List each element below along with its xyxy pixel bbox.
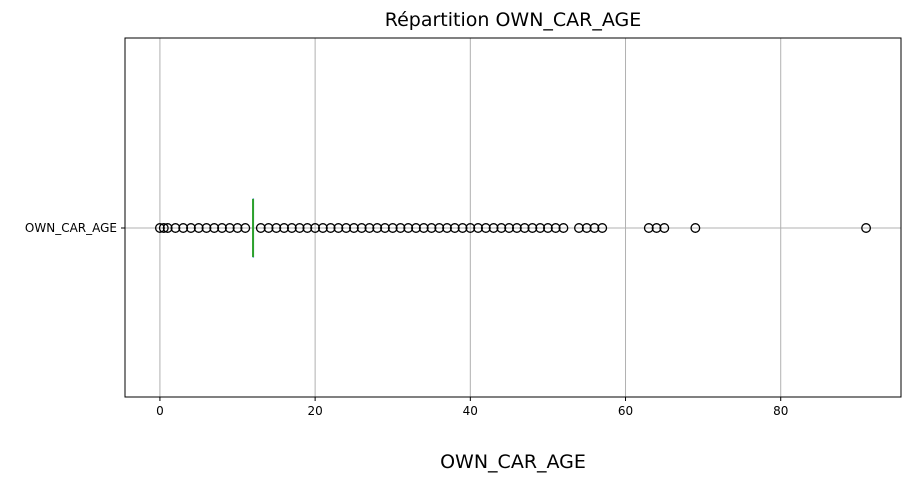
outlier-point [333,223,344,233]
y-axis-ticks: OWN_CAR_AGE [25,221,125,235]
outlier-point [240,223,251,233]
outlier-point [597,223,608,233]
outlier-point [542,223,553,233]
outlier-point [224,223,235,233]
outlier-point [232,223,243,233]
outlier-point [162,223,173,233]
outlier-point [465,223,476,233]
outlier-point [519,223,530,233]
outlier-point [643,223,654,233]
outlier-point [558,223,569,233]
outlier-point [325,223,336,233]
outlier-point [418,223,429,233]
outlier-point [690,223,701,233]
outlier-point [170,223,181,233]
x-axis-label: OWN_CAR_AGE [440,451,586,473]
outlier-point [279,223,290,233]
outlier-point [302,223,313,233]
outlier-point [209,223,220,233]
outlier-point [263,223,274,233]
outlier-point [201,223,212,233]
outlier-point [480,223,491,233]
box-element [252,198,255,258]
outlier-point [387,223,398,233]
chart-title: Répartition OWN_CAR_AGE [385,9,642,31]
outlier-point [574,223,584,233]
outlier-point [356,223,367,233]
outlier-point [504,223,515,233]
outlier-point [659,223,670,233]
outlier-point [294,223,305,233]
y-tick-label: OWN_CAR_AGE [25,221,117,235]
outlier-point [255,223,266,233]
outlier-point [348,223,359,233]
outlier-point [861,223,872,233]
x-tick-label: 40 [463,404,478,418]
outlier-point [426,223,437,233]
grid-lines [125,38,901,397]
outlier-point [449,223,460,233]
outlier-point [442,223,452,233]
outlier-point [434,223,445,233]
outlier-point [364,223,375,233]
outlier-point [154,223,165,233]
outlier-point [317,223,328,233]
outlier-point [488,223,499,233]
outlier-point [271,223,282,233]
x-tick-label: 60 [618,404,633,418]
outlier-point [380,223,390,233]
x-tick-label: 0 [156,404,164,418]
outlier-point [403,223,414,233]
outlier-point [473,223,484,233]
x-axis-ticks: 0 20 40 60 80 [156,397,788,418]
outlier-point [186,223,196,233]
outlier-point [589,223,600,233]
outlier-point [411,223,421,233]
plot-frame [124,37,902,398]
outlier-point [286,223,297,233]
outlier-point [158,223,169,233]
outlier-point [457,223,468,233]
x-tick-label: 80 [773,404,788,418]
outlier-points [154,223,872,233]
outlier-point [511,223,522,233]
outlier-point [217,223,227,233]
outlier-point [527,223,538,233]
outlier-point [581,223,592,233]
outlier-point [535,223,546,233]
outlier-point [395,223,406,233]
x-tick-label: 20 [307,404,322,418]
outlier-point [550,223,561,233]
outlier-point [372,223,383,233]
outlier-point [178,223,189,233]
outlier-point [341,223,352,233]
outlier-point [310,223,321,233]
outlier-point [193,223,204,233]
outlier-point [651,223,662,233]
outlier-point [496,223,507,233]
